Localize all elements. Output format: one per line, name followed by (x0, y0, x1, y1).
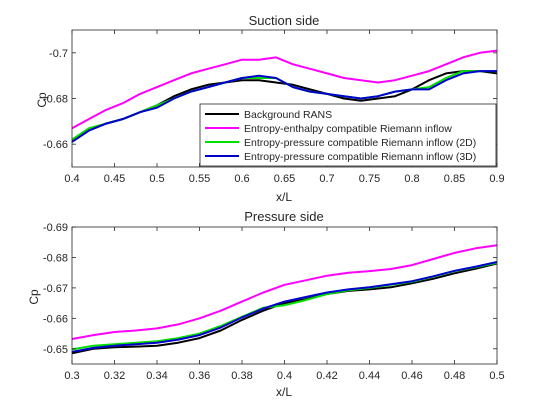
pressure-xtick-label: 0.48 (444, 370, 465, 382)
suction-xtick-label: 0.9 (489, 173, 504, 185)
suction-ytick-label: -0.68 (43, 94, 68, 106)
legend-box (199, 103, 497, 167)
suction-side-xlabel: x/L (276, 190, 292, 204)
legend: Background RANS Entropy-enthalpy compatib… (199, 103, 497, 167)
suction-side-title: Suction side (249, 13, 320, 28)
pressure-ytick-label: -0.69 (43, 222, 68, 234)
suction-xtick-label: 0.6 (234, 173, 249, 185)
pressure-side-ticks: 0.3 0.32 0.34 0.36 0.38 0.4 0.42 0.44 0.46 0.48 0.… (43, 222, 505, 382)
suction-xtick-label: 0.55 (189, 173, 210, 185)
pressure-side-ylabel: Cp (27, 289, 41, 305)
suction-xtick-label: 0.5 (149, 173, 164, 185)
suction-side-ylabel: Cp (35, 92, 49, 108)
legend-label-entropy-enthalpy-compatible-riemann-inflow: Entropy-enthalpy compatible Riemann infl… (244, 123, 452, 135)
pressure-xtick-label: 0.5 (489, 370, 504, 382)
suction-side-series (71, 49, 498, 143)
pressure-xtick-label: 0.3 (64, 370, 79, 382)
suction-series-line-entropy-pressure-compatible-riemann-inflow-3d (71, 70, 497, 143)
suction-side-ticks: 0.4 0.45 0.5 0.55 0.6 0.65 0.7 0.75 0.8 0.85 0.9 -0… (43, 30, 505, 185)
suction-side-plot: Suction side 0.4 0.45 0.5 0.55 0.6 0.65 0.7 0.7… (35, 13, 505, 204)
pressure-xtick-label: 0.34 (146, 370, 167, 382)
suction-xtick-label: 0.7 (319, 173, 334, 185)
suction-series-line-entropy-enthalpy-compatible-riemann-inflow (71, 49, 498, 130)
pressure-side-plot: Pressure side 0.3 0.32 0.34 0.36 0.38 0.4 0.42… (27, 209, 505, 399)
suction-xtick-label: 0.45 (104, 173, 125, 185)
suction-xtick-label: 0.85 (444, 173, 465, 185)
suction-ytick-label: -0.66 (43, 139, 68, 151)
suction-xtick-label: 0.4 (64, 173, 79, 185)
pressure-xtick-label: 0.46 (401, 370, 422, 382)
pressure-series-line-entropy-enthalpy-compatible-riemann-inflow (71, 244, 498, 340)
pressure-side-xlabel: x/L (276, 385, 292, 399)
pressure-ytick-label: -0.68 (43, 252, 68, 264)
pressure-xtick-label: 0.42 (316, 370, 337, 382)
suction-ytick-label: -0.7 (49, 48, 68, 60)
pressure-xtick-label: 0.32 (104, 370, 125, 382)
suction-xtick-label: 0.75 (359, 173, 380, 185)
pressure-ytick-label: -0.66 (43, 313, 68, 325)
pressure-side-series (71, 244, 498, 355)
pressure-series-line-background-rans (71, 262, 498, 355)
suction-xtick-label: 0.8 (404, 173, 419, 185)
suction-xtick-label: 0.65 (274, 173, 295, 185)
pressure-xtick-label: 0.44 (359, 370, 380, 382)
pressure-xtick-label: 0.4 (277, 370, 292, 382)
pressure-ytick-label: -0.67 (43, 283, 68, 295)
pressure-series-line-entropy-pressure-compatible-riemann-inflow-3d (71, 261, 498, 353)
legend-label-background-rans: Background RANS (244, 109, 332, 121)
pressure-xtick-label: 0.36 (189, 370, 210, 382)
pressure-ytick-label: -0.65 (43, 344, 68, 356)
pressure-side-title: Pressure side (244, 209, 323, 224)
legend-label-entropy-pressure-compatible-riemann-inflow-2d: Entropy-pressure compatible Riemann infl… (244, 137, 476, 149)
legend-label-entropy-pressure-compatible-riemann-inflow-3d: Entropy-pressure compatible Riemann infl… (244, 151, 476, 163)
pressure-xtick-label: 0.38 (231, 370, 252, 382)
